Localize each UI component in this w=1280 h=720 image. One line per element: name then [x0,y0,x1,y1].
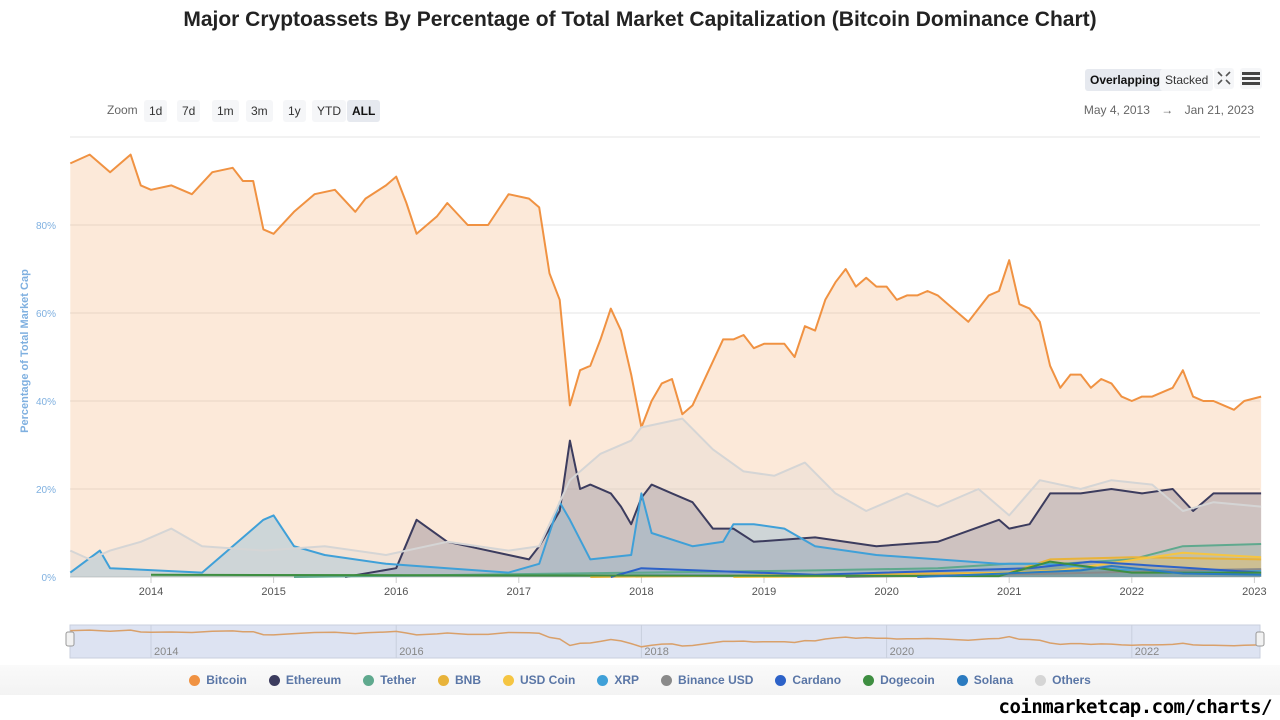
legend-label: Solana [973,673,1014,687]
navigator-handle-right[interactable] [1255,631,1265,647]
legend-item-others[interactable]: Others [1035,673,1091,687]
legend-item-tether[interactable]: Tether [363,673,416,687]
legend-item-solana[interactable]: Solana [956,673,1014,687]
x-tick-label: 2020 [874,586,898,598]
series-area-bitcoin [70,154,1262,577]
legend-item-bitcoin[interactable]: Bitcoin [189,673,247,687]
legend-label: Ethereum [285,673,342,687]
series-line-solana [917,565,1262,578]
series-area-ethereum [345,440,1262,577]
series-line-ethereum [344,439,1262,578]
x-tick-label: 2015 [261,586,285,598]
y-tick-label: 20% [36,485,56,496]
watermark: coinmarketcap.com/charts/ [998,696,1273,718]
navigator-tick-label: 2014 [154,646,178,658]
legend-item-usd-coin[interactable]: USD Coin [503,673,575,687]
legend: Bitcoin Ethereum Tether BNB USD Coin XRP Binan… [0,665,1280,695]
zoom-7d-button[interactable]: 7d [177,100,201,122]
navigator-series-line [70,629,1262,648]
chart-title: Major Cryptoassets By Percentage of Tota… [183,8,1097,31]
x-tick-label: 2014 [139,586,163,598]
y-tick-label: 40% [36,397,56,408]
series-line-cardano [610,560,1262,578]
navigator-tick-label: 2016 [399,646,423,658]
range-arrow: → [1161,103,1174,117]
legend-label: BNB [455,673,482,687]
legend-item-cardano[interactable]: Cardano [775,673,841,687]
zoom-label: Zoom [107,103,138,117]
y-tick-label: 0% [42,573,57,584]
zoom-ytd-button[interactable]: YTD [312,100,346,122]
legend-item-binance-usd[interactable]: Binance USD [661,673,753,687]
legend-dot [438,674,450,686]
navigator-window [69,624,1261,659]
range-from[interactable]: May 4, 2013 [1083,103,1150,117]
fullscreen-icon[interactable] [1214,68,1234,89]
legend-label: USD Coin [520,673,576,687]
x-tick-label: 2017 [507,586,531,598]
series-line-xrp [69,492,1262,574]
x-tick-label: 2023 [1242,586,1266,598]
x-tick-label: 2016 [384,586,408,598]
legend-label: Dogecoin [880,673,935,687]
range-to[interactable]: Jan 21, 2023 [1184,103,1254,117]
dominance-chart: 0% 20% 40% 60% 80% 2014 2015 2016 2017 2018 2019 20… [36,136,1267,659]
series-area-others [70,418,1262,577]
date-range: May 4, 2013 → Jan 21, 2023 [1084,103,1254,117]
zoom-3m-button[interactable]: 3m [246,100,273,122]
legend-dot [503,674,515,686]
legend-dot [1035,674,1047,686]
overlapping-button[interactable]: Overlapping [1085,69,1166,91]
navigator-tick-label: 2018 [644,646,668,658]
x-tick-label: 2019 [752,586,776,598]
legend-label: Tether [380,673,417,687]
legend-label: Cardano [792,673,842,687]
legend-item-ethereum[interactable]: Ethereum [268,673,342,687]
zoom-1y-button[interactable]: 1y [283,100,306,122]
x-tick-label: 2022 [1120,586,1144,598]
legend-dot [363,674,375,686]
legend-dot [597,674,609,686]
legend-dot [661,674,673,686]
legend-dot [189,674,201,686]
navigator-handle-left[interactable] [65,631,75,647]
series-area-xrp [70,493,1262,577]
legend-label: XRP [614,673,640,687]
legend-dot [863,674,875,686]
series-line-bitcoin [69,153,1262,429]
legend-item-bnb[interactable]: BNB [438,673,481,687]
x-tick-label: 2018 [629,586,653,598]
navigator-tick-label: 2022 [1135,646,1159,658]
navigator-tick-label: 2020 [890,646,914,658]
legend-dot [956,674,968,686]
legend-item-dogecoin[interactable]: Dogecoin [863,673,935,687]
legend-label: Others [1052,673,1091,687]
legend-item-xrp[interactable]: XRP [597,673,639,687]
y-tick-label: 60% [36,309,56,320]
series-line-others [69,417,1262,561]
legend-dot [775,674,787,686]
x-tick-label: 2021 [997,586,1021,598]
legend-label: Binance USD [678,673,754,687]
zoom-1m-button[interactable]: 1m [212,100,239,122]
legend-dot [268,674,280,686]
y-tick-label: 80% [36,221,56,232]
zoom-all-button[interactable]: ALL [347,100,381,122]
legend-label: Bitcoin [206,673,247,687]
hamburger-menu-icon[interactable] [1240,68,1262,89]
stacked-button[interactable]: Stacked [1160,69,1214,91]
zoom-1d-button[interactable]: 1d [144,100,168,122]
